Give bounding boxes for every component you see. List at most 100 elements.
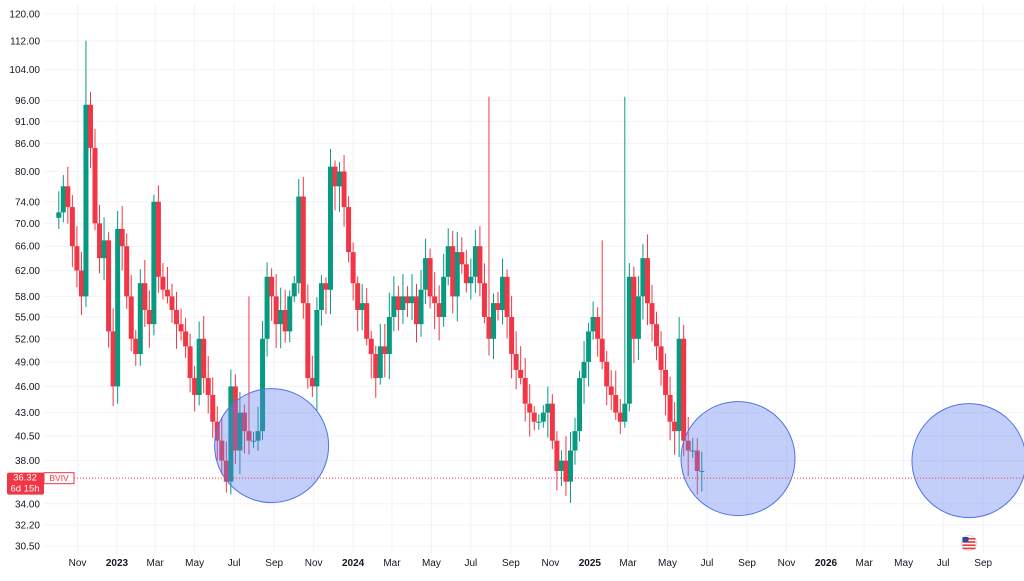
candle[interactable] — [327, 148, 333, 315]
candle[interactable] — [278, 287, 284, 349]
candle[interactable] — [142, 259, 148, 328]
candle[interactable] — [187, 333, 193, 393]
candle[interactable] — [296, 179, 302, 294]
candle[interactable] — [332, 160, 338, 211]
candle[interactable] — [699, 451, 705, 492]
candle[interactable] — [681, 324, 687, 457]
candle[interactable] — [119, 206, 125, 271]
candle[interactable] — [477, 226, 483, 297]
candle[interactable] — [155, 185, 161, 293]
candle[interactable] — [210, 377, 216, 438]
candle[interactable] — [219, 417, 225, 475]
candle[interactable] — [445, 228, 451, 286]
candle[interactable] — [192, 365, 198, 412]
candle[interactable] — [567, 432, 573, 504]
candle[interactable] — [101, 217, 107, 281]
candle[interactable] — [418, 270, 424, 337]
candle[interactable] — [232, 374, 238, 465]
candle[interactable] — [436, 285, 442, 341]
candle[interactable] — [287, 290, 293, 343]
candle[interactable] — [124, 233, 130, 309]
candle[interactable] — [536, 414, 542, 430]
candle[interactable] — [246, 296, 252, 455]
candle[interactable] — [608, 370, 614, 411]
candle[interactable] — [694, 438, 700, 495]
candle[interactable] — [463, 250, 469, 293]
candle[interactable] — [373, 345, 379, 398]
candle[interactable] — [518, 346, 524, 385]
candle[interactable] — [423, 238, 429, 305]
candle[interactable] — [214, 406, 220, 461]
candle[interactable] — [622, 96, 628, 428]
candle[interactable] — [626, 263, 632, 412]
candle[interactable] — [563, 436, 569, 496]
candle[interactable] — [137, 269, 143, 366]
candle[interactable] — [395, 285, 401, 331]
candle[interactable] — [87, 91, 93, 169]
candle[interactable] — [391, 276, 397, 332]
candle[interactable] — [56, 191, 62, 229]
candle[interactable] — [631, 266, 637, 364]
candle[interactable] — [468, 258, 474, 300]
candle[interactable] — [509, 295, 515, 379]
candle[interactable] — [663, 353, 669, 416]
candle[interactable] — [346, 196, 352, 263]
candle[interactable] — [264, 262, 270, 357]
candle[interactable] — [522, 357, 528, 422]
candle[interactable] — [169, 283, 175, 323]
candle[interactable] — [60, 175, 66, 223]
candle[interactable] — [690, 437, 696, 458]
candle[interactable] — [590, 301, 596, 340]
candle[interactable] — [78, 251, 84, 315]
candle[interactable] — [223, 441, 229, 493]
candle[interactable] — [115, 211, 121, 404]
candle[interactable] — [382, 324, 388, 378]
candle[interactable] — [133, 330, 139, 366]
candle[interactable] — [586, 322, 592, 387]
candle[interactable] — [500, 258, 506, 325]
candle[interactable] — [164, 266, 170, 304]
candle[interactable] — [504, 269, 510, 339]
candle[interactable] — [323, 277, 329, 315]
candle[interactable] — [341, 155, 347, 227]
candle[interactable] — [291, 275, 297, 303]
candle[interactable] — [241, 404, 247, 454]
candle[interactable] — [183, 317, 189, 358]
candle[interactable] — [386, 292, 392, 380]
candle[interactable] — [654, 311, 660, 361]
candle[interactable] — [676, 317, 682, 457]
candle[interactable] — [558, 450, 564, 486]
candle[interactable] — [128, 274, 134, 352]
candle[interactable] — [377, 323, 383, 385]
candle[interactable] — [649, 284, 655, 342]
candle[interactable] — [106, 232, 112, 348]
candle[interactable] — [595, 307, 601, 357]
candle[interactable] — [481, 263, 487, 324]
candle[interactable] — [255, 406, 261, 451]
candle[interactable] — [409, 273, 415, 321]
candle[interactable] — [404, 286, 410, 318]
candle[interactable] — [450, 231, 456, 314]
candle[interactable] — [83, 40, 89, 308]
candle[interactable] — [531, 406, 537, 431]
us-flag-icon[interactable] — [961, 535, 977, 551]
candle[interactable] — [250, 431, 256, 449]
candle[interactable] — [355, 276, 361, 332]
candle[interactable] — [110, 308, 116, 407]
candle[interactable] — [572, 417, 578, 465]
candle[interactable] — [577, 371, 583, 442]
candle[interactable] — [527, 384, 533, 437]
candle[interactable] — [92, 129, 98, 231]
candle[interactable] — [69, 195, 75, 268]
candle[interactable] — [604, 350, 610, 406]
candle[interactable] — [459, 237, 465, 274]
candle[interactable] — [513, 331, 519, 390]
candle[interactable] — [74, 226, 80, 288]
candle[interactable] — [151, 194, 157, 336]
candle[interactable] — [617, 398, 623, 434]
candle[interactable] — [364, 287, 370, 346]
candle[interactable] — [269, 268, 275, 321]
candle[interactable] — [658, 331, 664, 386]
candle[interactable] — [368, 330, 374, 379]
